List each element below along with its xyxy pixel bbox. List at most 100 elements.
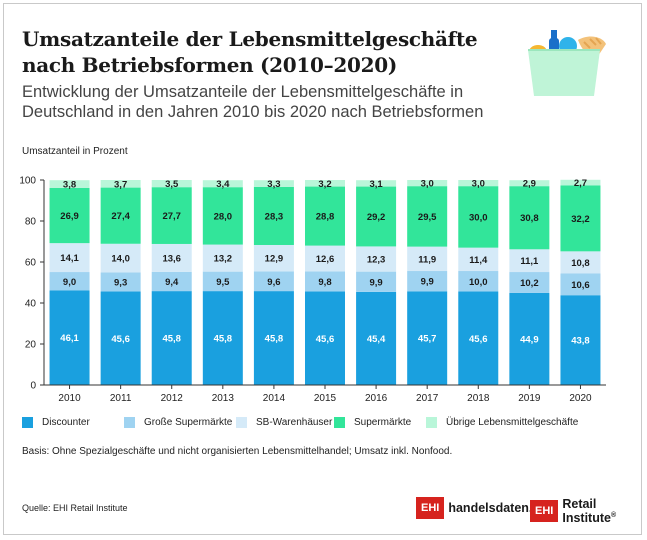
data-label: 30,0 — [469, 212, 488, 223]
data-label: 3,4 — [216, 179, 230, 190]
bar-segment — [49, 180, 90, 188]
data-label: 3,5 — [165, 179, 179, 190]
bar-segment — [49, 272, 90, 291]
data-label: 9,4 — [165, 277, 179, 288]
data-label: 12,9 — [265, 254, 284, 265]
chart-title: Umsatzanteile der Lebensmittelgeschäfte … — [22, 27, 478, 77]
data-label: 27,7 — [162, 211, 181, 222]
bar-segment — [407, 180, 448, 187]
bar-segment — [202, 291, 243, 385]
bar-segment — [100, 187, 141, 244]
bar-segment — [407, 186, 448, 247]
x-tick-label: 2016 — [365, 393, 388, 404]
legend-label: Supermärkte — [354, 417, 412, 428]
bar-segment — [407, 291, 448, 385]
bar-segment — [560, 251, 601, 274]
data-label: 45,8 — [214, 334, 233, 345]
data-label: 29,2 — [367, 212, 386, 223]
bar-segment — [305, 271, 345, 292]
data-label: 12,6 — [316, 254, 335, 265]
data-label: 3,7 — [114, 179, 127, 190]
logo-handelsdaten[interactable]: EHI handelsdaten.de — [416, 497, 547, 519]
data-label: 9,3 — [114, 277, 127, 288]
y-tick-label: 0 — [30, 381, 36, 392]
data-label: 12,3 — [367, 255, 386, 266]
data-label: 9,0 — [63, 277, 76, 288]
data-label: 3,8 — [63, 180, 76, 191]
bar-segment — [202, 244, 243, 272]
data-label: 9,6 — [267, 277, 280, 288]
x-tick-label: 2011 — [110, 393, 132, 404]
data-label: 14,0 — [111, 254, 130, 265]
x-tick-label: 2015 — [314, 393, 337, 404]
data-label: 3,2 — [318, 179, 331, 190]
data-label: 29,5 — [418, 212, 437, 223]
x-tick-label: 2012 — [161, 393, 184, 404]
data-label: 30,8 — [520, 213, 539, 224]
bar-segment — [509, 180, 550, 187]
logo-retail-box: EHI — [530, 500, 559, 522]
legend-swatch — [334, 417, 345, 428]
bar-segment — [356, 186, 397, 247]
bar-segment — [458, 271, 499, 292]
legend-item: Übrige Lebensmittelgeschäfte — [426, 417, 578, 428]
bar-group-2020: 43,8 10,6 10,8 32,2 2,7 — [560, 178, 601, 385]
bar-segment — [509, 186, 550, 250]
bar-segment — [560, 179, 601, 186]
data-label: 2,9 — [523, 179, 536, 190]
bar-segment — [458, 291, 499, 385]
legend-item: Große Supermärkte — [124, 417, 232, 428]
bar-segment — [253, 271, 294, 292]
bar-segment — [202, 187, 243, 245]
y-tick-label: 60 — [25, 258, 37, 269]
data-label: 28,3 — [265, 211, 284, 222]
data-label: 11,9 — [418, 254, 436, 265]
bar-segment — [560, 295, 601, 385]
logo-retail-text-main: Retail Institute — [562, 497, 611, 525]
x-tick-label: 2014 — [263, 393, 286, 404]
data-label: 10,0 — [469, 277, 488, 288]
legend: Discounter Große Supermärkte SB-Warenhäuse… — [22, 417, 622, 431]
bar-segment — [151, 187, 192, 244]
data-label: 13,2 — [214, 254, 233, 265]
legend-label: Große Supermärkte — [144, 417, 233, 428]
bar-segment — [356, 271, 397, 292]
bar-group-2015: 45,6 9,8 12,6 28,8 3,2 — [305, 179, 345, 385]
bar-segment — [253, 180, 294, 187]
x-tick-label: 2020 — [569, 393, 592, 404]
data-label: 3,3 — [267, 179, 280, 190]
y-axis-label: Umsatzanteil in Prozent — [22, 146, 128, 157]
data-label: 2,7 — [574, 178, 587, 189]
legend-item: Supermärkte — [334, 417, 411, 428]
bar-segment — [151, 271, 192, 292]
bar-segment — [253, 186, 294, 245]
data-label: 10,8 — [571, 258, 590, 269]
bar-segment — [202, 180, 243, 188]
bar-segment — [100, 291, 141, 385]
logo-ehi-retail-institute[interactable]: EHI Retail Institute® — [530, 497, 647, 525]
logo-handelsdaten-box: EHI — [416, 497, 445, 519]
bar-group-2014: 45,8 9,6 12,9 28,3 3,3 — [253, 179, 294, 385]
legend-swatch — [426, 417, 437, 428]
data-label: 3,0 — [472, 179, 485, 190]
legend-label: SB-Warenhäuser — [256, 417, 333, 428]
data-label: 45,8 — [162, 334, 181, 345]
data-label: 10,2 — [520, 278, 539, 289]
data-label: 9,5 — [216, 277, 230, 288]
data-label: 44,9 — [520, 334, 539, 345]
bar-segment — [458, 180, 499, 187]
legend-label: Discounter — [42, 417, 90, 428]
bar-segment — [560, 185, 601, 252]
bar-segment — [100, 272, 141, 292]
y-tick-label: 100 — [19, 176, 36, 187]
data-label: 45,6 — [469, 334, 488, 345]
legend-label: Übrige Lebensmittelgeschäfte — [446, 417, 579, 428]
logo-retail-text: Retail Institute® — [562, 497, 647, 525]
bar-segment — [202, 271, 243, 292]
bar-group-2019: 44,9 10,2 11,1 30,8 2,9 — [509, 179, 550, 385]
data-label: 13,6 — [162, 253, 181, 264]
bar-segment — [49, 187, 90, 244]
y-tick-label: 80 — [25, 217, 37, 228]
x-axis: 2010 2011 2012 2013 2014 2015 2016 2017 2018 2019… — [44, 384, 606, 404]
